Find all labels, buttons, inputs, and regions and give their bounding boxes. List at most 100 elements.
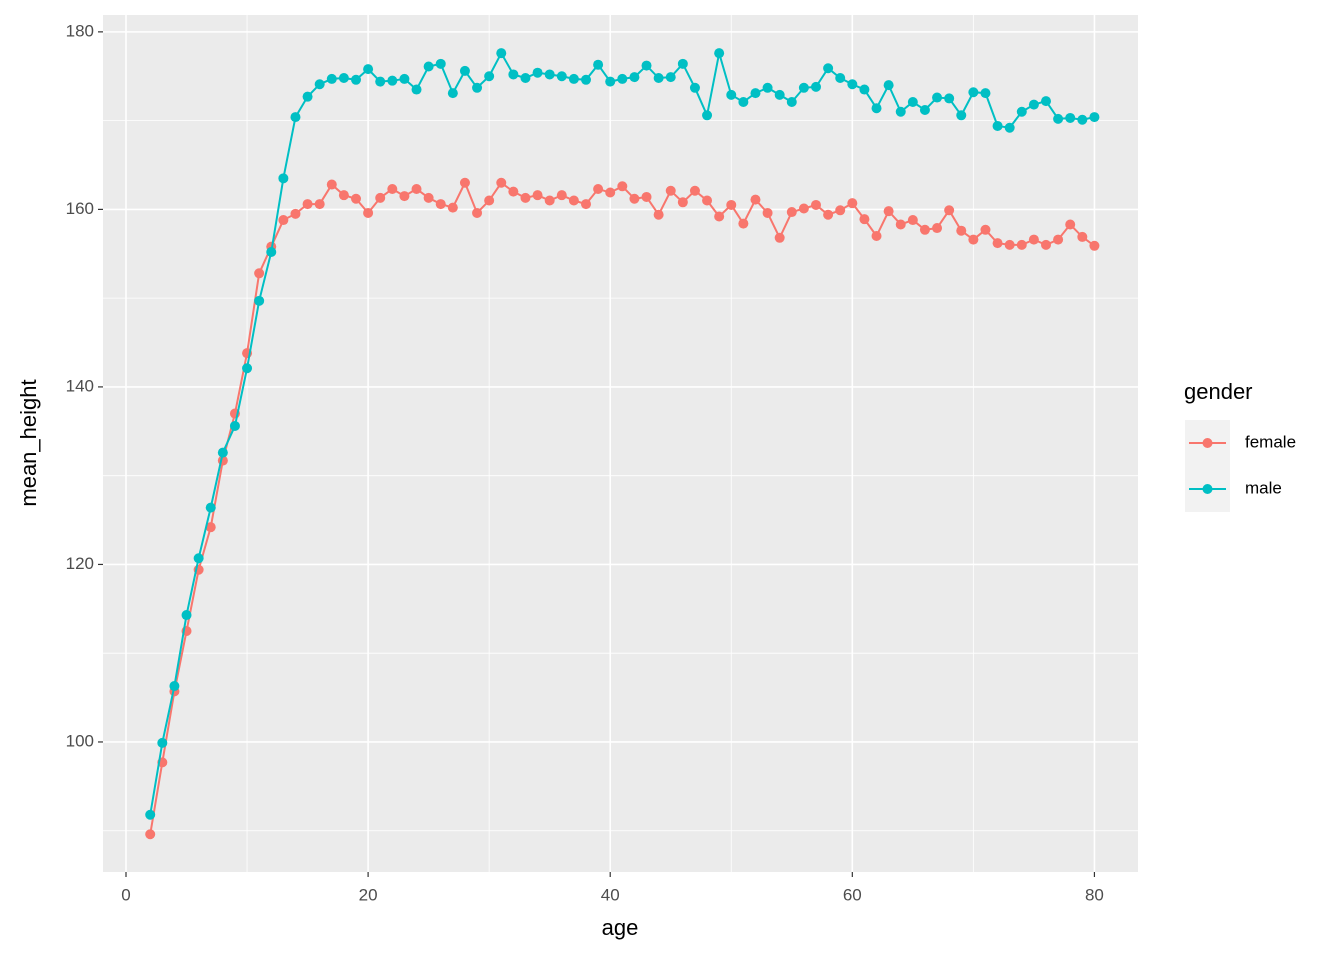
data-point bbox=[689, 82, 700, 93]
data-point bbox=[435, 58, 446, 69]
data-point bbox=[435, 199, 446, 210]
data-point bbox=[798, 203, 809, 214]
data-point bbox=[714, 211, 725, 222]
data-point bbox=[302, 91, 313, 102]
data-point bbox=[919, 104, 930, 115]
data-point bbox=[677, 197, 688, 208]
data-point bbox=[375, 192, 386, 203]
data-point bbox=[387, 183, 398, 194]
data-point bbox=[1041, 96, 1051, 107]
data-point bbox=[568, 195, 579, 206]
data-point bbox=[314, 199, 325, 210]
data-point bbox=[1089, 240, 1100, 251]
data-point bbox=[641, 60, 652, 71]
legend-point bbox=[1202, 438, 1213, 448]
data-point bbox=[859, 214, 870, 225]
data-point bbox=[665, 185, 676, 196]
data-point bbox=[1065, 219, 1076, 230]
data-point bbox=[145, 829, 156, 840]
x-tick-label: 80 bbox=[1085, 885, 1104, 904]
legend-label: male bbox=[1245, 478, 1282, 497]
data-point bbox=[1016, 239, 1027, 250]
data-point bbox=[242, 363, 253, 374]
data-point bbox=[629, 72, 640, 83]
data-point bbox=[811, 199, 821, 210]
data-point bbox=[932, 223, 943, 234]
data-point bbox=[992, 238, 1003, 249]
data-point bbox=[411, 84, 422, 95]
data-point bbox=[835, 205, 846, 216]
data-point bbox=[992, 120, 1003, 131]
data-point bbox=[1089, 112, 1100, 123]
data-point bbox=[1004, 122, 1015, 133]
data-point bbox=[351, 74, 361, 85]
data-point bbox=[605, 76, 616, 87]
data-point bbox=[944, 93, 955, 104]
data-point bbox=[459, 177, 470, 188]
y-tick-label: 180 bbox=[66, 21, 94, 40]
data-point bbox=[532, 190, 543, 201]
data-point bbox=[145, 809, 156, 820]
data-point bbox=[254, 268, 265, 279]
data-point bbox=[1028, 234, 1039, 245]
data-point bbox=[919, 224, 930, 235]
data-point bbox=[786, 207, 797, 218]
data-point bbox=[399, 73, 410, 84]
data-point bbox=[459, 65, 470, 76]
data-point bbox=[205, 522, 216, 533]
data-point bbox=[968, 87, 979, 98]
data-point bbox=[702, 195, 713, 206]
data-point bbox=[447, 88, 458, 99]
data-point bbox=[290, 208, 301, 219]
data-point bbox=[689, 185, 700, 196]
data-point bbox=[1065, 112, 1076, 123]
data-point bbox=[1053, 234, 1064, 245]
data-point bbox=[290, 112, 301, 123]
data-point bbox=[363, 64, 374, 75]
data-point bbox=[762, 82, 773, 93]
data-point bbox=[702, 110, 713, 121]
data-point bbox=[581, 199, 591, 210]
data-point bbox=[786, 96, 797, 107]
data-point bbox=[617, 73, 628, 84]
data-point bbox=[641, 191, 652, 202]
data-point bbox=[629, 193, 640, 204]
data-point bbox=[1041, 239, 1051, 250]
data-point bbox=[447, 202, 458, 213]
data-point bbox=[811, 81, 821, 92]
data-point bbox=[1004, 239, 1015, 250]
legend-title: gender bbox=[1184, 379, 1253, 404]
data-point bbox=[883, 206, 894, 217]
data-point bbox=[1053, 113, 1064, 124]
data-point bbox=[508, 186, 519, 197]
data-point bbox=[980, 224, 991, 235]
data-point bbox=[484, 195, 495, 206]
data-point bbox=[798, 82, 809, 93]
data-point bbox=[593, 183, 604, 194]
data-point bbox=[617, 181, 628, 192]
data-point bbox=[823, 63, 834, 74]
data-point bbox=[193, 553, 204, 564]
data-point bbox=[738, 96, 749, 107]
data-point bbox=[338, 73, 349, 84]
data-point bbox=[726, 199, 737, 210]
data-point bbox=[895, 106, 906, 117]
data-point bbox=[653, 209, 664, 220]
data-point bbox=[508, 69, 519, 80]
data-point bbox=[932, 92, 943, 103]
data-point bbox=[314, 79, 325, 90]
data-point bbox=[326, 73, 337, 84]
data-point bbox=[326, 179, 337, 190]
data-point bbox=[363, 207, 374, 218]
data-point bbox=[169, 681, 180, 692]
data-point bbox=[1016, 106, 1027, 117]
data-point bbox=[229, 420, 240, 431]
data-point bbox=[726, 89, 737, 100]
data-point bbox=[254, 295, 265, 306]
data-point bbox=[544, 69, 555, 80]
data-point bbox=[278, 215, 289, 226]
data-point bbox=[556, 190, 567, 201]
data-point bbox=[980, 88, 991, 99]
data-point bbox=[375, 76, 386, 87]
data-point bbox=[399, 191, 410, 202]
